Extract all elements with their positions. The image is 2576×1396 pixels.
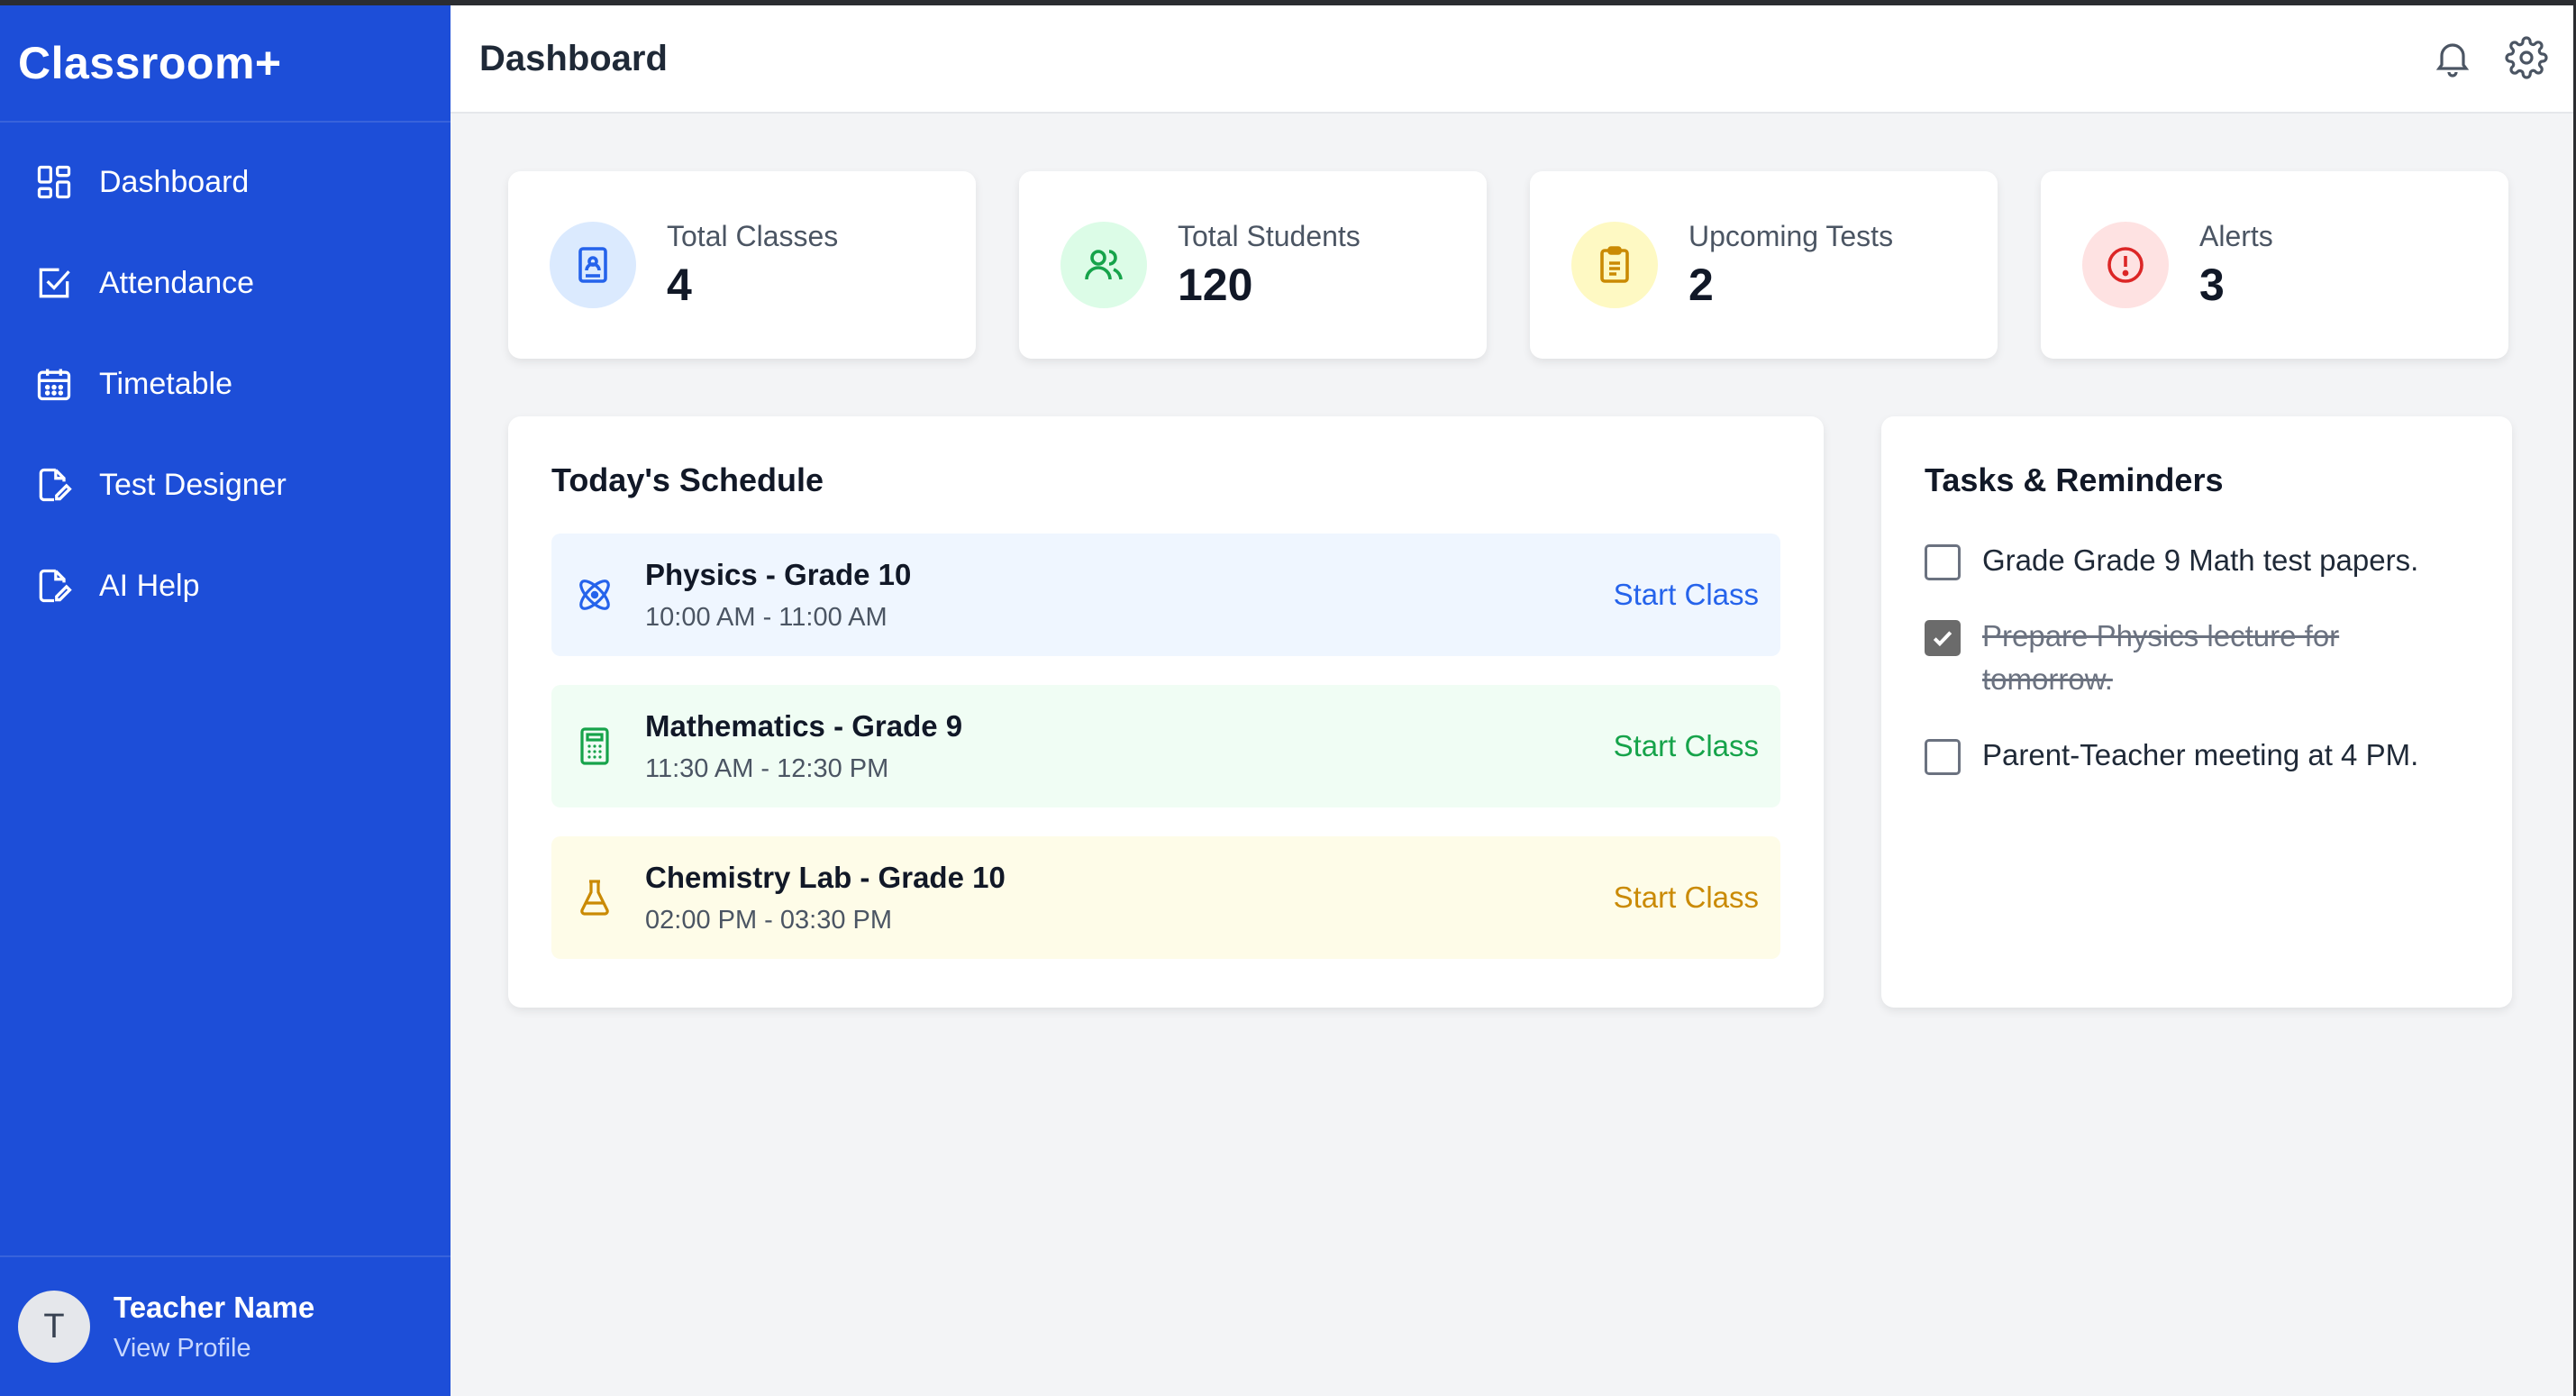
task-item: Parent-Teacher meeting at 4 PM. (1925, 734, 2469, 777)
task-checkbox[interactable] (1925, 739, 1961, 775)
sidebar-item-label: Timetable (99, 366, 233, 401)
task-item: Prepare Physics lecture for tomorrow. (1925, 615, 2469, 701)
sidebar-item-attendance[interactable]: Attendance (0, 233, 451, 333)
start-class-button[interactable]: Start Class (1613, 729, 1759, 762)
edit-document-icon (34, 566, 74, 606)
book-icon (550, 222, 636, 308)
task-item: Grade Grade 9 Math test papers. (1925, 539, 2469, 582)
start-class-button[interactable]: Start Class (1613, 880, 1759, 914)
stat-value: 2 (1689, 259, 1714, 310)
sidebar-nav: Dashboard Attendance Timetable Test Desi… (0, 123, 451, 636)
schedule-card: Today's Schedule Physics - Grade 10 10:0… (508, 416, 1824, 1008)
stat-value: 120 (1178, 259, 1253, 310)
calculator-icon (573, 725, 616, 768)
task-text: Grade Grade 9 Math test papers. (1982, 543, 2419, 577)
stat-card-upcoming-tests: Upcoming Tests 2 (1530, 171, 1998, 359)
class-time: 02:00 PM - 03:30 PM (645, 905, 893, 935)
class-name: Physics - Grade 10 (645, 557, 912, 591)
view-profile-link[interactable]: View Profile (114, 1333, 251, 1363)
avatar[interactable]: T (18, 1291, 90, 1363)
app-frame: Classroom+ Dashboard Attendance Timetabl… (0, 5, 2576, 1396)
page-title: Dashboard (479, 38, 668, 78)
stat-card-total-classes: Total Classes 4 (508, 171, 976, 359)
schedule-item: Chemistry Lab - Grade 10 02:00 PM - 03:3… (551, 836, 1780, 959)
check-square-icon (34, 263, 74, 303)
schedule-item: Physics - Grade 10 10:00 AM - 11:00 AM S… (551, 534, 1780, 656)
start-class-button[interactable]: Start Class (1613, 578, 1759, 611)
clipboard-icon (1571, 222, 1658, 308)
class-time: 11:30 AM - 12:30 PM (645, 753, 889, 783)
task-text: Parent-Teacher meeting at 4 PM. (1982, 738, 2419, 771)
edit-document-icon (34, 465, 74, 505)
stat-label: Total Classes (667, 219, 839, 252)
task-checkbox[interactable] (1925, 544, 1961, 580)
app-logo[interactable]: Classroom+ (0, 5, 451, 123)
sidebar-item-label: Test Designer (99, 467, 287, 502)
alert-icon (2082, 222, 2169, 308)
main-content: Dashboard Total Classes 4 (451, 5, 2576, 1396)
sidebar-item-dashboard[interactable]: Dashboard (0, 132, 451, 233)
stat-value: 3 (2199, 259, 2225, 310)
class-name: Mathematics - Grade 9 (645, 708, 963, 743)
top-bar: Dashboard (451, 5, 2573, 114)
profile-section: T Teacher Name View Profile (0, 1255, 451, 1396)
task-checkbox[interactable] (1925, 620, 1961, 656)
sidebar-item-label: Dashboard (99, 164, 250, 199)
tasks-title: Tasks & Reminders (1925, 461, 2224, 498)
bell-icon[interactable] (2431, 36, 2474, 79)
class-time: 10:00 AM - 11:00 AM (645, 602, 887, 632)
grid-icon (34, 162, 74, 202)
stat-label: Alerts (2199, 219, 2273, 252)
stat-value: 4 (667, 259, 692, 310)
atom-icon (573, 573, 616, 616)
sidebar-item-test-designer[interactable]: Test Designer (0, 434, 451, 535)
users-icon (1060, 222, 1147, 308)
check-icon (1933, 631, 1952, 647)
sidebar: Classroom+ Dashboard Attendance Timetabl… (0, 5, 451, 1396)
task-text: Prepare Physics lecture for tomorrow. (1982, 619, 2340, 696)
tasks-card: Tasks & Reminders Grade Grade 9 Math tes… (1881, 416, 2512, 1008)
class-name: Chemistry Lab - Grade 10 (645, 860, 1006, 894)
stat-label: Total Students (1178, 219, 1361, 252)
stat-label: Upcoming Tests (1689, 219, 1894, 252)
stats-row: Total Classes 4 Total Students 120 Upc (508, 171, 2508, 359)
gear-icon[interactable] (2505, 36, 2548, 79)
profile-name: Teacher Name (114, 1290, 315, 1324)
flask-icon (573, 876, 616, 919)
stat-card-alerts: Alerts 3 (2041, 171, 2508, 359)
sidebar-item-label: Attendance (99, 265, 255, 300)
sidebar-item-label: AI Help (99, 568, 200, 603)
schedule-item: Mathematics - Grade 9 11:30 AM - 12:30 P… (551, 685, 1780, 807)
calendar-icon (34, 364, 74, 404)
sidebar-item-ai-help[interactable]: AI Help (0, 535, 451, 636)
sidebar-item-timetable[interactable]: Timetable (0, 333, 451, 434)
stat-card-total-students: Total Students 120 (1019, 171, 1487, 359)
schedule-title: Today's Schedule (551, 461, 824, 498)
